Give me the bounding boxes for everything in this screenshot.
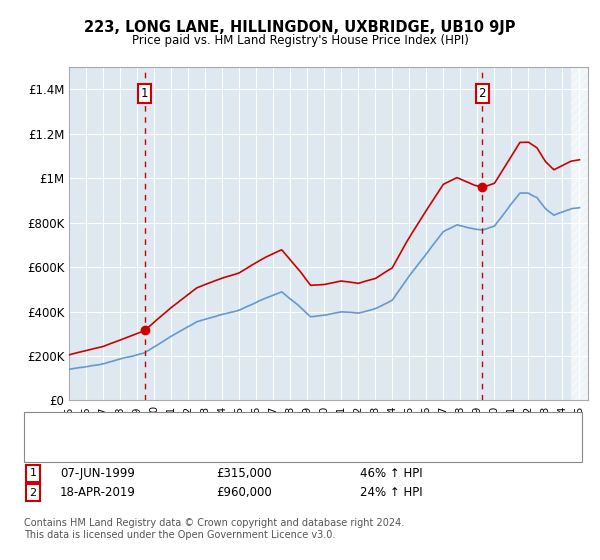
Text: 1: 1 [141,87,148,100]
Text: 46% ↑ HPI: 46% ↑ HPI [360,466,422,480]
Text: 223, LONG LANE, HILLINGDON, UXBRIDGE, UB10 9JP: 223, LONG LANE, HILLINGDON, UXBRIDGE, UB… [84,20,516,35]
Text: 07-JUN-1999: 07-JUN-1999 [60,466,135,480]
Text: 223, LONG LANE, HILLINGDON, UXBRIDGE, UB10 9JP (detached house): 223, LONG LANE, HILLINGDON, UXBRIDGE, UB… [96,419,484,429]
Text: 2: 2 [479,87,486,100]
Text: £315,000: £315,000 [216,466,272,480]
Text: £960,000: £960,000 [216,486,272,500]
Text: 18-APR-2019: 18-APR-2019 [60,486,136,500]
Text: 24% ↑ HPI: 24% ↑ HPI [360,486,422,500]
Text: 2: 2 [29,488,37,498]
Text: Contains HM Land Registry data © Crown copyright and database right 2024.
This d: Contains HM Land Registry data © Crown c… [24,518,404,540]
Text: Price paid vs. HM Land Registry's House Price Index (HPI): Price paid vs. HM Land Registry's House … [131,34,469,46]
Text: 1: 1 [29,468,37,478]
Bar [571,67,600,400]
Text: HPI: Average price, detached house, Hillingdon: HPI: Average price, detached house, Hill… [96,438,353,449]
